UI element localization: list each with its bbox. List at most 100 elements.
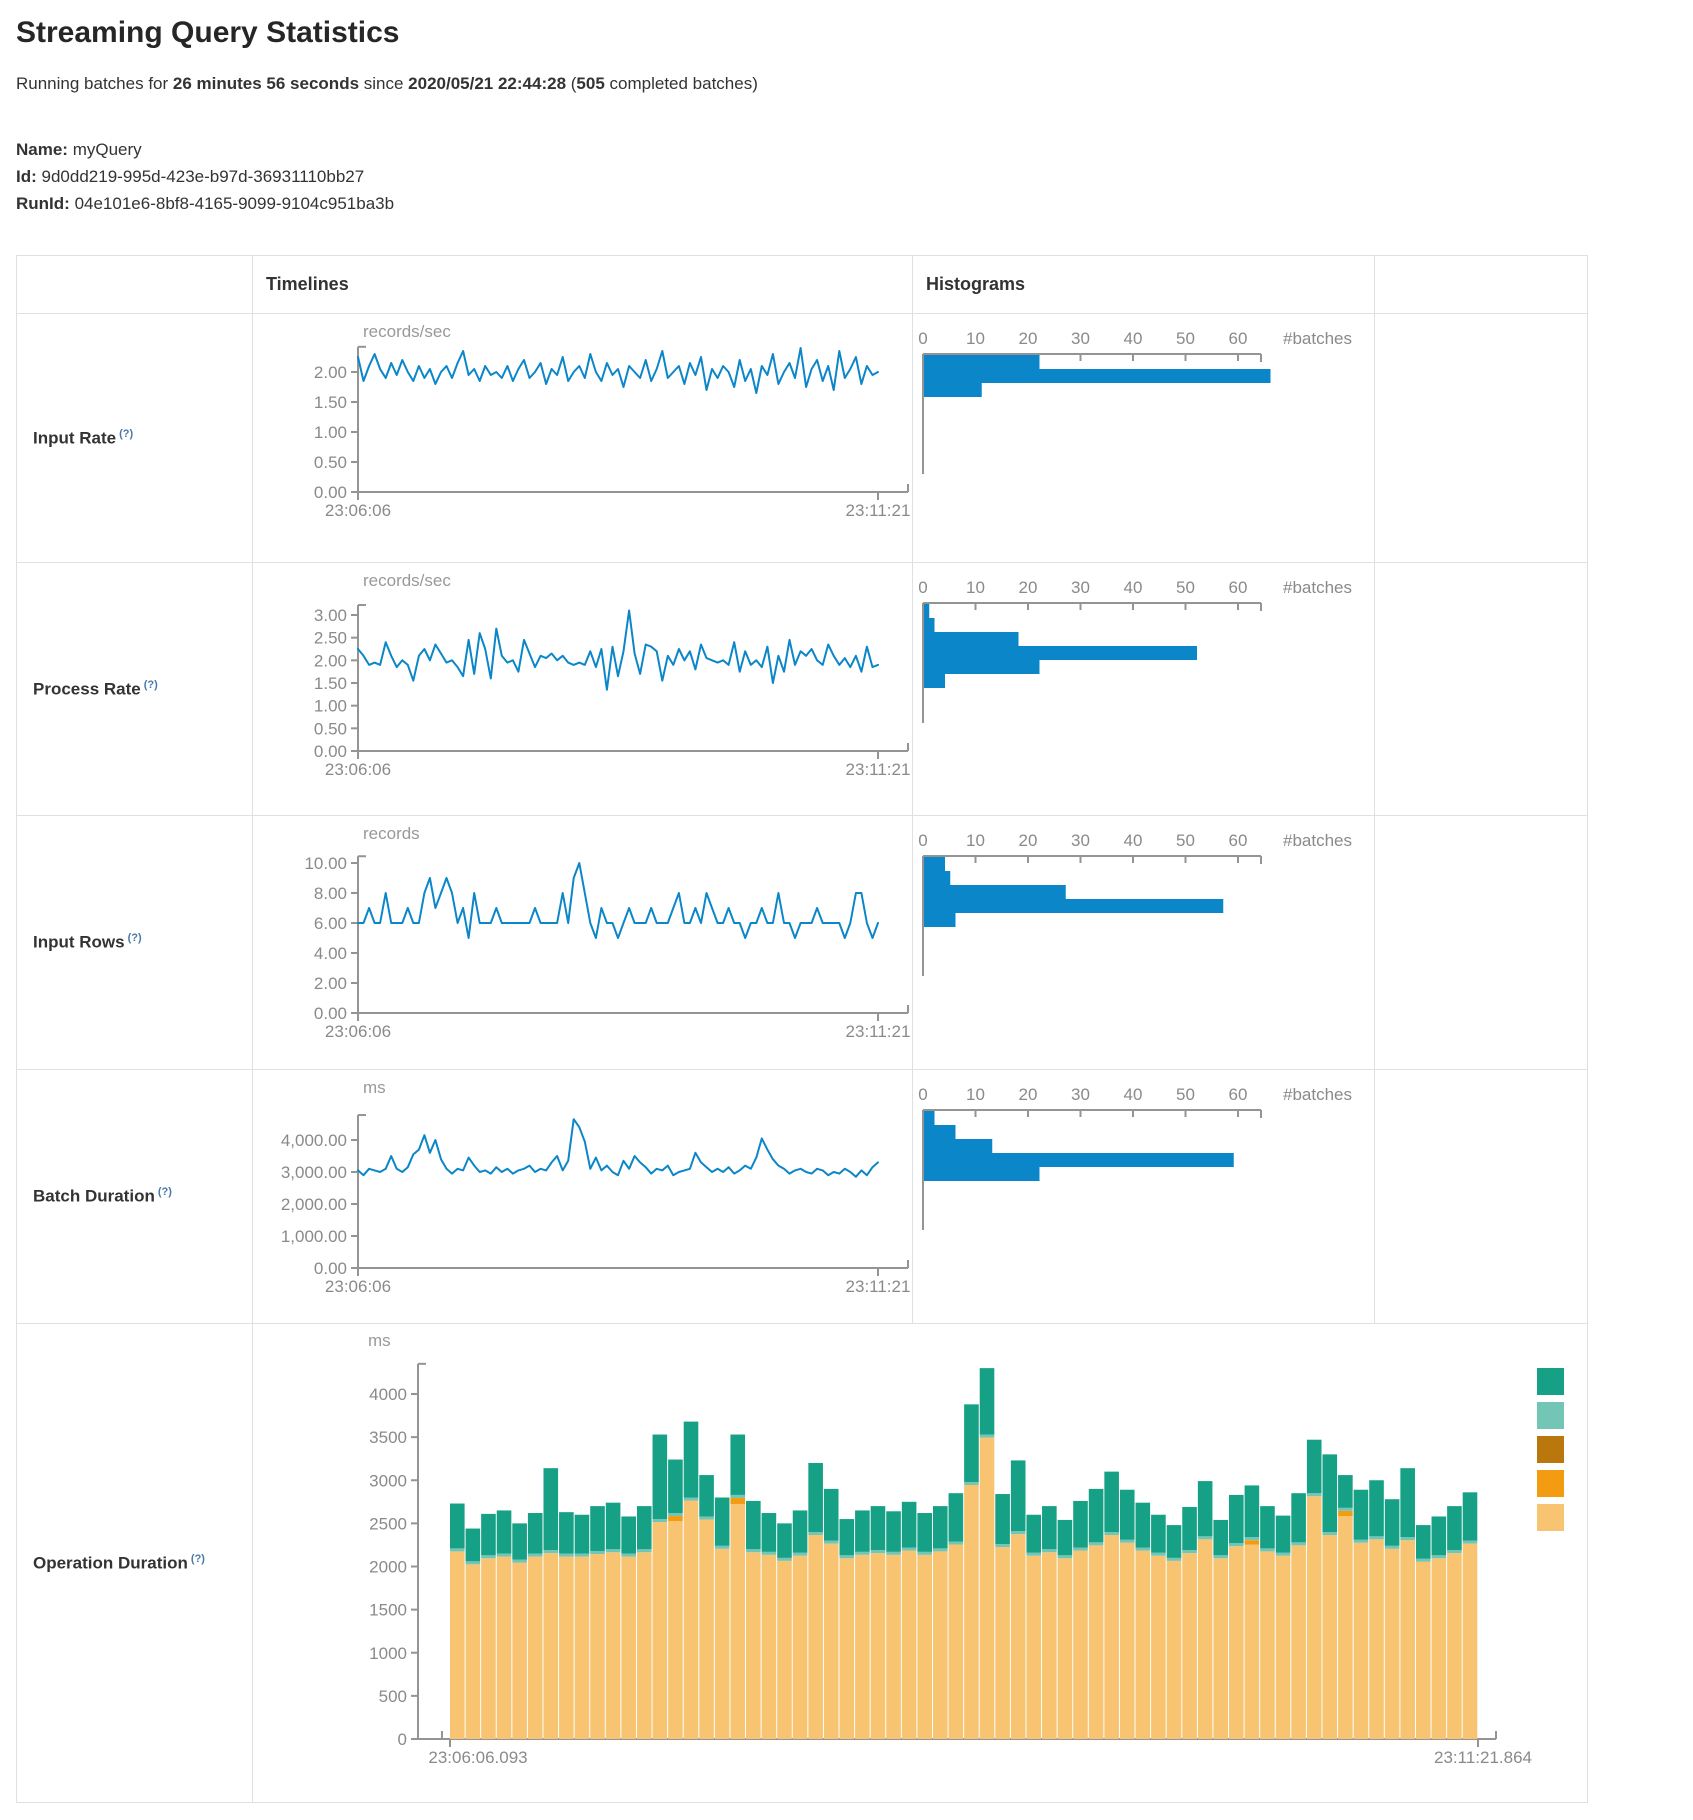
batch-duration-timeline-cell: ms 4,000.00 3,000.00 2,000.00 1,000.00 0.00 23… xyxy=(252,1069,913,1324)
id-label: Id: xyxy=(16,167,37,186)
input-rows-timeline-chart: records 10.00 8.00 6.00 4.00 2.00 0.00 23:06:06… xyxy=(254,817,912,1068)
svg-text:10: 10 xyxy=(966,1085,985,1104)
svg-text:2.00: 2.00 xyxy=(314,651,347,670)
empty-header-cell xyxy=(1374,255,1588,314)
svg-text:#batches: #batches xyxy=(1283,329,1352,348)
svg-text:0.00: 0.00 xyxy=(314,483,347,502)
svg-text:#batches: #batches xyxy=(1283,1085,1352,1104)
svg-text:23:11:21: 23:11:21 xyxy=(846,1022,911,1041)
input-rows-help-icon[interactable]: (?) xyxy=(127,932,142,945)
svg-text:30: 30 xyxy=(1071,831,1090,850)
summary-text: Running batches for xyxy=(16,74,173,93)
svg-text:2500: 2500 xyxy=(369,1514,407,1533)
svg-text:40: 40 xyxy=(1124,1085,1143,1104)
svg-text:records/sec: records/sec xyxy=(363,322,451,341)
operation-duration-row: Operation Duration (?) ms 4000 3500 3000 2500… xyxy=(16,1323,1588,1803)
svg-text:30: 30 xyxy=(1071,329,1090,348)
svg-text:0: 0 xyxy=(918,329,927,348)
svg-text:records: records xyxy=(363,824,420,843)
input-rows-timeline-cell: records 10.00 8.00 6.00 4.00 2.00 0.00 23:06:06… xyxy=(252,815,913,1070)
svg-text:10.00: 10.00 xyxy=(304,854,347,873)
svg-text:6.00: 6.00 xyxy=(314,914,347,933)
svg-text:60: 60 xyxy=(1229,578,1248,597)
svg-text:records/sec: records/sec xyxy=(363,571,451,590)
running-batches-summary: Running batches for 26 minutes 56 second… xyxy=(16,74,1693,94)
svg-text:4000: 4000 xyxy=(369,1385,407,1404)
svg-text:50: 50 xyxy=(1176,578,1195,597)
svg-text:2.00: 2.00 xyxy=(314,974,347,993)
start-timestamp: 2020/05/21 22:44:28 xyxy=(408,74,567,93)
svg-text:1.00: 1.00 xyxy=(314,423,347,442)
svg-text:23:11:21: 23:11:21 xyxy=(846,1277,911,1296)
svg-text:10: 10 xyxy=(966,578,985,597)
process-rate-help-icon[interactable]: (?) xyxy=(143,678,158,691)
operation-duration-label: Operation Duration (?) xyxy=(16,1323,253,1803)
process-rate-histogram-chart: 0 10 20 30 40 50 60 #batches xyxy=(914,564,1374,814)
svg-text:1.50: 1.50 xyxy=(314,393,347,412)
process-rate-histogram-cell: 0 10 20 30 40 50 60 #batches xyxy=(912,562,1375,816)
svg-text:40: 40 xyxy=(1124,831,1143,850)
svg-text:23:06:06.093: 23:06:06.093 xyxy=(428,1748,527,1767)
query-name-row: Name: myQuery xyxy=(16,136,1693,163)
summary-text: completed batches) xyxy=(604,74,758,93)
svg-text:23:11:21: 23:11:21 xyxy=(846,760,911,779)
runid-label: RunId: xyxy=(16,194,70,213)
operation-duration-stacked-chart: ms 4000 3500 3000 2500 2000 1500 1000 500 0 23:06:… xyxy=(254,1325,1587,1801)
batch-duration-label: Batch Duration (?) xyxy=(16,1069,253,1324)
histograms-header: Histograms xyxy=(912,255,1375,314)
svg-text:20: 20 xyxy=(1019,1085,1038,1104)
batch-duration-row: Batch Duration (?) ms 4,000.00 3,000.00 2,00… xyxy=(16,1069,1588,1324)
input-rate-help-icon[interactable]: (?) xyxy=(119,427,134,440)
timelines-header: Timelines xyxy=(252,255,913,314)
svg-text:0.50: 0.50 xyxy=(314,719,347,738)
svg-text:23:11:21: 23:11:21 xyxy=(846,501,911,520)
process-rate-timeline-chart: records/sec 3.00 2.50 2.00 1.50 1.00 0.50 0.00 2… xyxy=(254,564,912,814)
id-value: 9d0dd219-995d-423e-b97d-36931110bb27 xyxy=(41,167,365,186)
empty-cell xyxy=(1374,815,1588,1070)
svg-text:30: 30 xyxy=(1071,1085,1090,1104)
svg-text:1.50: 1.50 xyxy=(314,674,347,693)
svg-text:2,000.00: 2,000.00 xyxy=(281,1195,347,1214)
runid-value: 04e101e6-8bf8-4165-9099-9104c951ba3b xyxy=(74,194,395,213)
input-rate-histogram-chart: 0 10 20 30 40 50 60 #batches xyxy=(914,315,1374,561)
svg-text:0.00: 0.00 xyxy=(314,742,347,761)
svg-text:20: 20 xyxy=(1019,329,1038,348)
svg-text:23:06:06: 23:06:06 xyxy=(325,1022,391,1041)
query-id-row: Id: 9d0dd219-995d-423e-b97d-36931110bb27 xyxy=(16,163,1693,190)
svg-text:500: 500 xyxy=(379,1687,407,1706)
svg-text:30: 30 xyxy=(1071,578,1090,597)
operation-duration-chart-cell: ms 4000 3500 3000 2500 2000 1500 1000 500 0 23:06:… xyxy=(252,1323,1588,1803)
operation-duration-help-icon[interactable]: (?) xyxy=(190,1552,205,1565)
summary-text: ( xyxy=(566,74,577,93)
svg-text:3500: 3500 xyxy=(369,1428,407,1447)
svg-text:ms: ms xyxy=(368,1331,391,1350)
batch-duration-timeline-chart: ms 4,000.00 3,000.00 2,000.00 1,000.00 0.00 23… xyxy=(254,1071,912,1322)
svg-text:0: 0 xyxy=(398,1730,407,1749)
empty-cell xyxy=(1374,562,1588,816)
input-rows-histogram-cell: 0 10 20 30 40 50 60 #batches xyxy=(912,815,1375,1070)
svg-text:0: 0 xyxy=(918,831,927,850)
input-rate-row: Input Rate (?) records/sec 2.00 1.50 1.00 0.5… xyxy=(16,313,1588,563)
svg-text:4,000.00: 4,000.00 xyxy=(281,1131,347,1150)
svg-text:#batches: #batches xyxy=(1283,831,1352,850)
process-rate-row: Process Rate (?) records/sec 3.00 2.50 2.00 1… xyxy=(16,562,1588,816)
batch-duration-histogram-cell: 0 10 20 30 40 50 60 #batches xyxy=(912,1069,1375,1324)
svg-text:60: 60 xyxy=(1229,329,1248,348)
svg-text:40: 40 xyxy=(1124,329,1143,348)
input-rate-label: Input Rate (?) xyxy=(16,313,253,563)
completed-batches-count: 505 xyxy=(576,74,605,93)
svg-text:0.00: 0.00 xyxy=(314,1259,347,1278)
svg-text:50: 50 xyxy=(1176,1085,1195,1104)
process-rate-timeline-cell: records/sec 3.00 2.50 2.00 1.50 1.00 0.50 0.00 2… xyxy=(252,562,913,816)
query-info: Name: myQuery Id: 9d0dd219-995d-423e-b97… xyxy=(16,136,1693,217)
batch-duration-help-icon[interactable]: (?) xyxy=(157,1186,172,1199)
svg-text:1,000.00: 1,000.00 xyxy=(281,1227,347,1246)
name-value: myQuery xyxy=(72,140,142,159)
input-rows-label: Input Rows (?) xyxy=(16,815,253,1070)
svg-text:23:06:06: 23:06:06 xyxy=(325,1277,391,1296)
svg-text:60: 60 xyxy=(1229,1085,1248,1104)
svg-text:1.00: 1.00 xyxy=(314,697,347,716)
svg-text:2000: 2000 xyxy=(369,1558,407,1577)
empty-header-cell xyxy=(16,255,253,314)
query-runid-row: RunId: 04e101e6-8bf8-4165-9099-9104c951b… xyxy=(16,190,1693,217)
